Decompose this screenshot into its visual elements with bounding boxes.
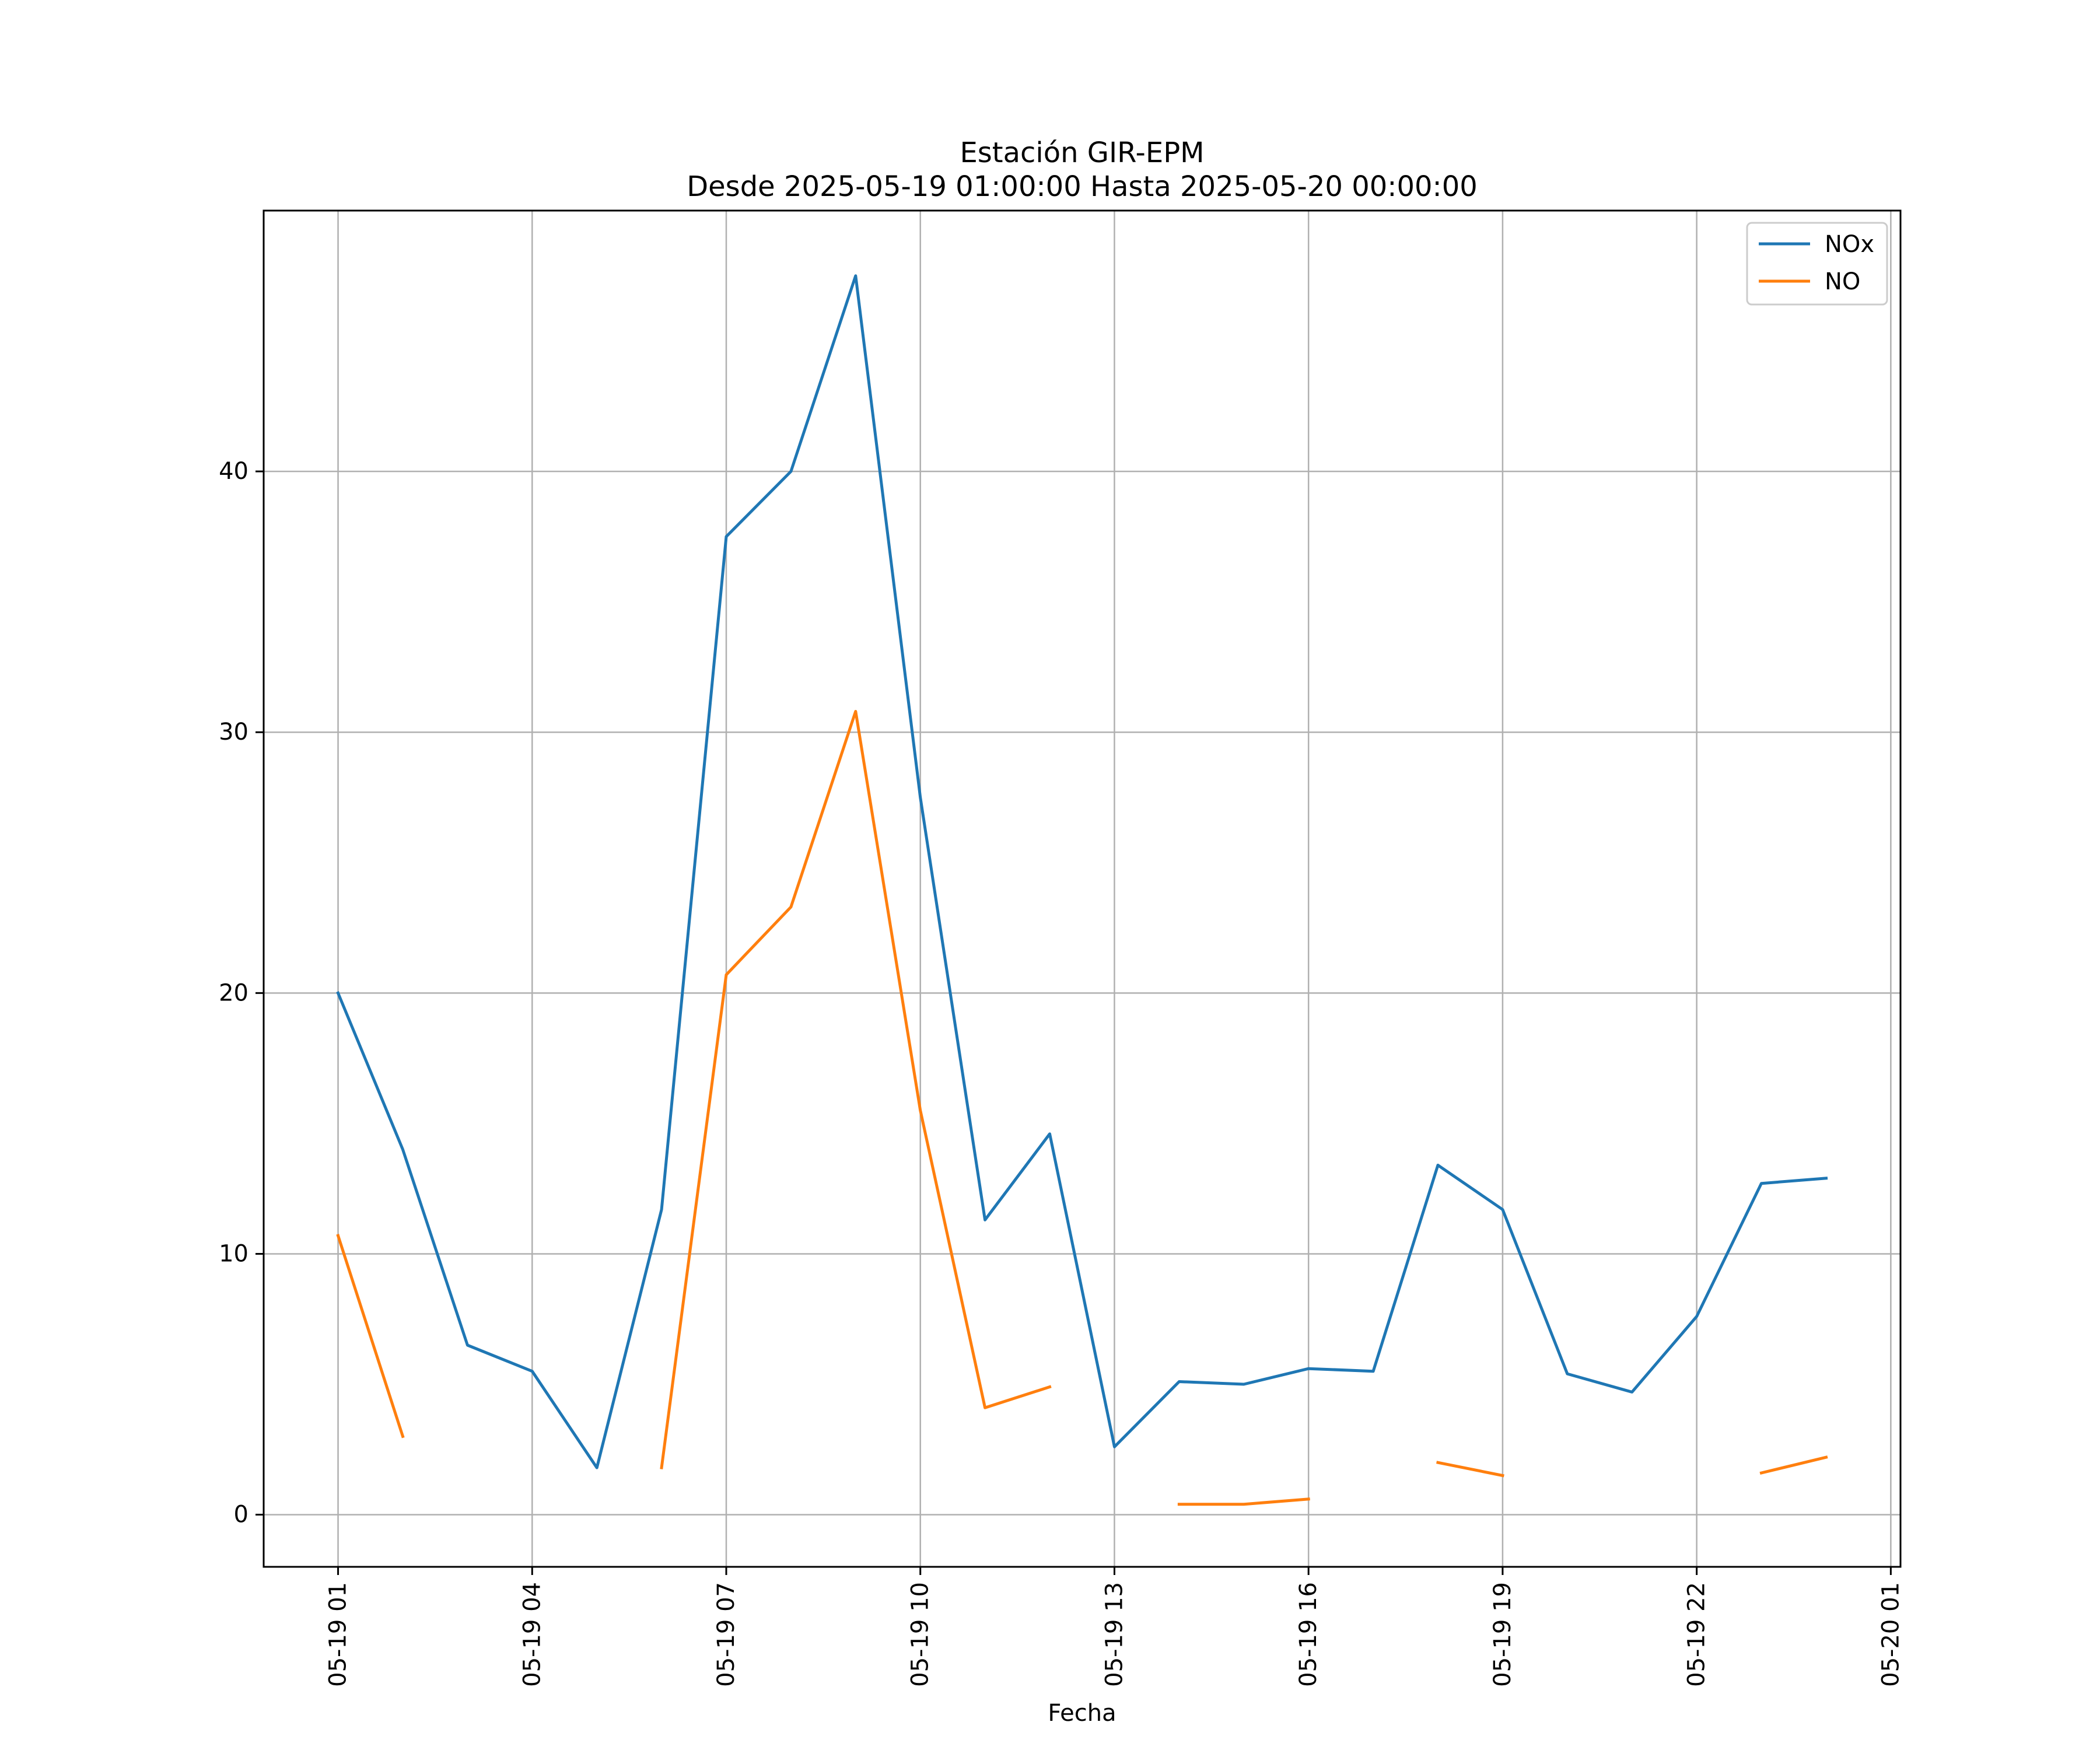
y-tick-label: 20 [219,979,249,1006]
y-tick-label: 30 [219,719,249,746]
x-tick-label: 05-19 10 [907,1582,934,1687]
axes: 05-19 01 05-19 04 05-19 07 05-19 10 05-19 13… [219,458,1904,1687]
y-tick-label: 10 [219,1240,249,1267]
series-line-no [1759,1455,1828,1475]
x-tick-label: 05-19 13 [1101,1582,1128,1687]
chart-subtitle: Desde 2025-05-19 01:00:00 Hasta 2025-05-… [687,170,1478,203]
x-tick-label: 05-19 01 [325,1582,352,1687]
grid-lines [264,211,1901,1567]
series-line-no [660,710,1052,1469]
plot-area-frame [262,209,1902,1568]
legend-label-no: NO [1825,268,1860,295]
chart-title: Estación GIR-EPM [960,136,1204,169]
series-no [336,710,1828,1506]
series-line-no [1436,1461,1504,1478]
plot-lines [336,274,1828,1506]
legend-label-nox: NOx [1825,231,1874,258]
series-nox [336,274,1828,1469]
x-tick-label: 05-20 01 [1877,1582,1904,1687]
x-tick-label: 05-19 22 [1684,1582,1710,1687]
series-line-no [336,1234,405,1438]
series-line-no [1177,1497,1310,1506]
legend: NOx NO [1746,222,1888,306]
x-tick-label: 05-19 16 [1295,1582,1322,1687]
x-tick-label: 05-19 04 [519,1582,545,1687]
x-axis-label: Fecha [1048,1700,1116,1727]
y-tick-label: 0 [234,1502,249,1528]
series-line-nox [336,274,1828,1469]
x-tick-label: 05-19 19 [1489,1582,1516,1687]
x-tick-label: 05-19 07 [713,1582,740,1687]
y-tick-label: 40 [219,458,249,485]
